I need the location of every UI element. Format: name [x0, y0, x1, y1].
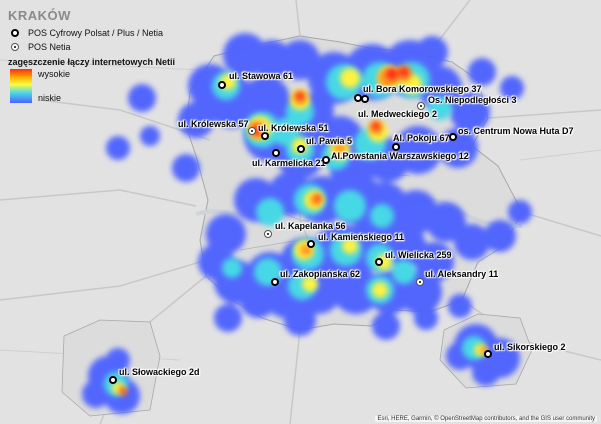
pos-cyfrowy-polsat-marker-ul-stawowa-61[interactable] [218, 81, 226, 89]
heat-mid-14 [370, 204, 394, 228]
heat-low-53 [214, 304, 242, 332]
heat-low-52 [240, 282, 276, 318]
point-label-ul-krolewska-51: ul. Królewska 51 [258, 123, 329, 133]
legend-cp-symbol [10, 28, 20, 38]
heat-low-20 [252, 40, 292, 80]
heat-low-12 [450, 92, 490, 132]
heat-low-24 [128, 84, 156, 112]
legend-heat-title: zagęszczenie łączy internetowych Netii [8, 57, 176, 67]
heat-low-35 [454, 224, 490, 260]
heat-low-34 [426, 202, 466, 242]
pos-cyfrowy-polsat-marker-ul-krolewska-51[interactable] [261, 132, 269, 140]
heat-higher-5 [334, 142, 346, 154]
pos-cyfrowy-polsat-marker-ul-zakopianska-62[interactable] [271, 278, 279, 286]
heat-peak-6 [315, 195, 321, 201]
point-label-ul-aleksandry-11: ul. Aleksandry 11 [425, 269, 499, 279]
pos-netia-marker-ul-krolewska-57[interactable] [248, 127, 256, 135]
heat-mid-6 [428, 96, 452, 120]
legend: KRAKÓW POS Cyfrowy Polsat / Plus / Netia… [4, 4, 180, 103]
point-label-ul-wielicka-259: ul. Wielicka 259 [385, 250, 452, 260]
point-label-ul-krolewska-57: ul. Królewska 57 [178, 119, 249, 129]
heat-low-65 [106, 348, 130, 372]
pos-netia-marker-ul-kapelanka-56[interactable] [264, 230, 272, 238]
heat-low-27 [140, 126, 160, 146]
point-label-ul-slowackiego-2d: ul. Słowackiego 2d [119, 367, 200, 377]
heat-low-25 [106, 136, 130, 160]
point-label-ul-kapelanka-56: ul. Kapelanka 56 [275, 221, 346, 231]
heat-hi-13 [302, 276, 318, 292]
heat-low-36 [484, 220, 516, 252]
heat-low-55 [414, 306, 438, 330]
heat-low-26 [172, 154, 200, 182]
heat-low-22 [468, 58, 496, 86]
heat-hi-14 [372, 282, 388, 298]
map-title: KRAKÓW [8, 8, 71, 23]
heat-low-61 [472, 358, 500, 386]
pos-netia-marker-os-niepodleglosci-3[interactable] [417, 102, 425, 110]
pos-cyfrowy-polsat-marker-ul-medweckiego-2[interactable] [361, 95, 369, 103]
pos-cyfrowy-polsat-marker-ul-karmelicka-21[interactable] [272, 149, 280, 157]
heat-mid-13 [334, 190, 366, 222]
point-label-ul-karmelicka-21: ul. Karmelicka 21 [252, 158, 326, 168]
heat-mid-10 [272, 118, 300, 146]
heat-peak-3 [296, 92, 304, 100]
pos-cyfrowy-polsat-marker-ul-slowackiego-2d[interactable] [109, 376, 117, 384]
heat-mid-18 [392, 260, 416, 284]
legend-cp-row: POS Cyfrowy Polsat / Plus / Netia [10, 27, 180, 39]
heat-low-37 [508, 200, 532, 224]
pos-netia-marker-ul-aleksandry-11[interactable] [416, 278, 424, 286]
heat-low-21 [416, 36, 448, 68]
pos-cyfrowy-polsat-marker-ul-kamienskiego-11[interactable] [307, 240, 315, 248]
heat-low-57 [284, 304, 316, 336]
legend-ramp: wysokie niskie [10, 69, 180, 103]
pos-cyfrowy-polsat-marker-al-powstania-warszawskiego-12[interactable] [322, 156, 330, 164]
heat-low-23 [500, 76, 524, 100]
point-label-al-powstania-warszawskiego-12: Al.Powstania Warszawskiego 12 [331, 151, 469, 161]
point-label-ul-stawowa-61: ul. Stawowa 61 [229, 71, 294, 81]
point-label-ul-sikorskiego-2: ul. Sikorskiego 2 [494, 342, 566, 352]
legend-color-ramp [10, 69, 32, 103]
point-label-al-pokoju-67: Al. Pokoju 67 [393, 133, 450, 143]
heat-mid-22 [222, 258, 242, 278]
heat-low-54 [372, 312, 400, 340]
heat-peak-4 [372, 122, 380, 130]
point-label-os-centrum-nowa-huta-d7: os. Centrum Nowa Huta D7 [458, 126, 574, 136]
legend-netia-label: POS Netia [28, 42, 71, 52]
legend-high-label: wysokie [38, 69, 71, 79]
pos-cyfrowy-polsat-marker-ul-wielicka-259[interactable] [375, 258, 383, 266]
heat-low-2 [178, 102, 214, 138]
point-label-os-niepodleglosci-3: Os. Niepodległości 3 [428, 95, 517, 105]
legend-netia-symbol [10, 42, 20, 52]
attribution: Esri, HERE, Garmin, © OpenStreetMap cont… [375, 416, 597, 422]
point-label-ul-medweckiego-2: ul. Medweckiego 2 [358, 109, 438, 119]
point-label-ul-kamienskiego-11: ul. Kamieńskiego 11 [318, 232, 405, 242]
legend-netia-row: POS Netia [10, 41, 180, 53]
point-label-ul-bora-komorowskiego-37: ul. Bora Komorowskiego 37 [363, 84, 482, 94]
point-label-ul-zakopianska-62: ul. Zakopiańska 62 [280, 269, 361, 279]
pos-cyfrowy-polsat-marker-ul-pawia-5[interactable] [297, 145, 305, 153]
heat-peak-1 [386, 68, 398, 80]
heat-peak-2 [399, 67, 409, 77]
pos-cyfrowy-polsat-marker-ul-sikorskiego-2[interactable] [484, 350, 492, 358]
heat-hi-11 [342, 238, 358, 254]
point-label-ul-pawia-5: ul. Pawia 5 [306, 136, 353, 146]
heat-low-13 [438, 128, 478, 168]
legend-low-label: niskie [38, 93, 62, 103]
pos-cyfrowy-polsat-marker-os-centrum-nowa-huta-d7[interactable] [449, 133, 457, 141]
heat-low-56 [448, 294, 472, 318]
heat-low-19 [280, 40, 320, 80]
heat-peak-5 [121, 389, 127, 395]
heat-low-49 [332, 266, 380, 314]
heat-low-64 [82, 380, 110, 408]
pos-cyfrowy-polsat-marker-al-pokoju-67[interactable] [392, 143, 400, 151]
legend-cp-label: POS Cyfrowy Polsat / Plus / Netia [28, 28, 164, 38]
heat-hi-3 [340, 68, 360, 88]
heat-mid-11 [256, 198, 284, 226]
